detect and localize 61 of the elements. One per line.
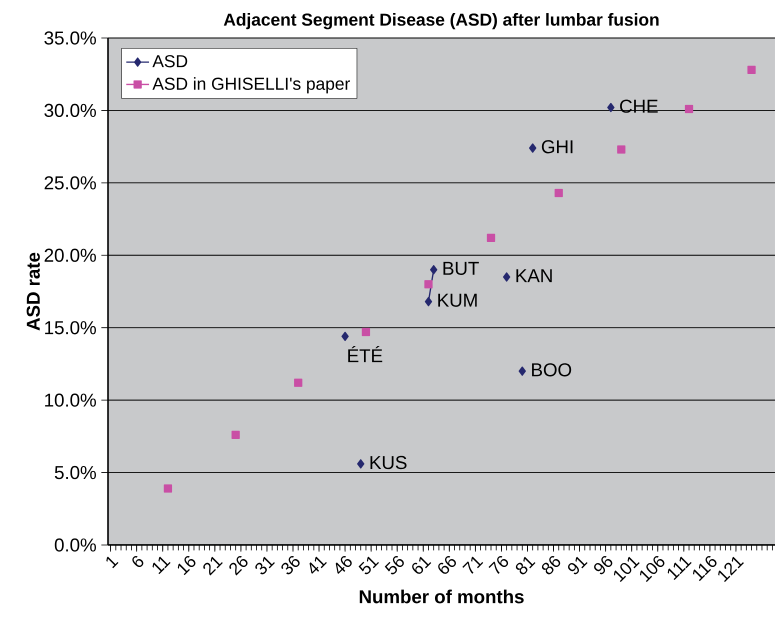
x-tick-label: 96 (594, 556, 612, 574)
x-tick-label: 81 (516, 556, 536, 574)
x-axis-title: Number of months (360, 590, 524, 604)
point (554, 188, 563, 198)
x-tick-label: 11 (152, 556, 171, 574)
x-tick-label: 51 (358, 556, 379, 574)
x-tick-label: 121 (718, 556, 744, 582)
x-tick-label: 91 (568, 556, 588, 574)
x-tick-label: 46 (336, 556, 352, 574)
point (617, 145, 626, 154)
point (518, 366, 526, 376)
chart-title: Adjacent Segment Disease (ASD) after lumbar fusion (224, 13, 659, 30)
x-tick-label: 116 (693, 556, 717, 582)
x-tick-label: 76 (488, 556, 508, 574)
annotation: ÉTÉ (348, 346, 382, 362)
legend-label: ASD in GHISELLI's paper (152, 77, 350, 94)
x-tick-label: 106 (640, 556, 664, 582)
x-tick-label: 36 (281, 556, 300, 574)
point (607, 102, 615, 112)
annotation: BOO (532, 363, 572, 376)
point (357, 459, 364, 469)
point (294, 378, 302, 387)
x-tick-label: 31 (255, 556, 275, 574)
x-tick-label: 56 (384, 556, 404, 574)
annotation: KUS (370, 456, 407, 470)
point (684, 104, 694, 114)
x-tick-label: 61 (412, 556, 432, 574)
x-tick-label: 71 (462, 556, 484, 574)
annotation: GHI (542, 140, 572, 154)
y-tick-label: 0.0% (54, 538, 96, 552)
point (486, 234, 496, 242)
point (232, 430, 240, 440)
x-tick-label: 21 (203, 556, 223, 576)
annotation: KUM (438, 294, 477, 307)
x-tick-label: 66 (438, 556, 456, 574)
y-tick-label: 10.0% (45, 394, 96, 407)
annotation: BUT (443, 262, 479, 275)
y-tick-label: 25.0% (44, 176, 96, 190)
x-tick-label: 111 (668, 556, 692, 580)
point (362, 328, 370, 336)
annotation: KAN (516, 269, 552, 282)
legend-label: ASD (152, 55, 188, 68)
x-tick-label: 26 (229, 556, 248, 576)
point (341, 332, 349, 342)
y-axis-title: ASD rate (26, 252, 40, 330)
x-tick-label: 1 (106, 556, 118, 568)
point (502, 272, 510, 282)
x-tick-label: 101 (614, 556, 640, 582)
y-tick-label: 15.0% (45, 321, 96, 334)
y-tick-label: 30.0% (44, 104, 96, 118)
y-tick-label: 5.0% (54, 466, 96, 480)
x-tick-label: 6 (132, 556, 144, 568)
x-tick-label: 16 (178, 556, 196, 576)
x-tick-label: 41 (310, 556, 327, 574)
y-tick-label: 35.0% (44, 31, 96, 45)
x-tick-label: 86 (542, 556, 560, 574)
point (529, 143, 536, 153)
annotation: CHE (620, 100, 658, 113)
point (164, 484, 172, 493)
point (747, 66, 756, 74)
y-tick-label: 20.0% (44, 248, 96, 262)
